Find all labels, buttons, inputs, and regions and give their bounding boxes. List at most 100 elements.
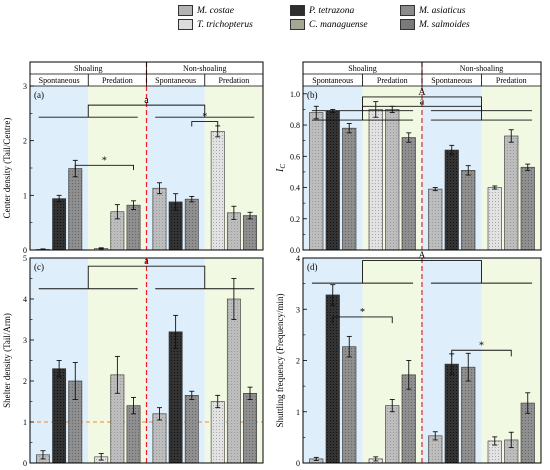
bar <box>325 110 340 251</box>
panel-label: (b) <box>307 90 318 100</box>
bar <box>226 298 241 464</box>
bar <box>504 135 519 251</box>
bar <box>401 137 416 251</box>
legend-item: M. asiaticus <box>400 5 465 16</box>
significance-label: a <box>144 256 149 267</box>
header-sub-label: Spontaneous <box>155 76 196 85</box>
y-tick-label: 2 <box>296 357 300 366</box>
header-sub-label: Predation <box>219 76 250 85</box>
header-sub-label: Spontaneous <box>39 76 80 85</box>
chart-panel: a * * Shoaling Non-shoaling Spontaneous Predat… <box>2 61 264 255</box>
y-axis-label: Shuttling frequency (Frequency/min) <box>275 294 285 428</box>
y-tick-label: 1.0 <box>290 90 300 99</box>
significance-bracket <box>87 104 206 118</box>
significance-bracket <box>74 164 134 171</box>
legend-item: T. trichopterus <box>178 19 253 30</box>
bar <box>461 366 476 464</box>
header-sub-label: Spontaneous <box>431 76 472 85</box>
bar <box>385 405 400 464</box>
significance-bracket <box>362 96 482 111</box>
y-tick-label: 0 <box>23 246 27 255</box>
legend-label: P. tetrazona <box>309 5 355 16</box>
header-sub-label: Predation <box>377 76 408 85</box>
bar <box>52 368 67 464</box>
bar <box>428 188 443 251</box>
panel-label: (a) <box>34 90 44 100</box>
y-tick-label: 0.6 <box>290 152 300 161</box>
legend-label: M. costae <box>197 5 234 16</box>
legend-label: M. salmoides <box>419 19 470 30</box>
y-tick-label: 0.4 <box>290 184 300 193</box>
significance-bracket <box>332 316 393 324</box>
legend-label: C. managuense <box>309 19 368 30</box>
legend: M. costae P. tetrazona M. asiaticus T. t… <box>0 0 550 36</box>
significance-label: * <box>202 112 207 123</box>
header-sub-label: Predation <box>496 76 527 85</box>
header-sub-label: Predation <box>102 76 133 85</box>
bar <box>309 112 324 251</box>
y-tick-label: 2 <box>23 377 27 386</box>
bar <box>487 187 502 251</box>
chart-panel: a 0 1 2 3 4 5 (c) Shelter density (Tail/Arm) <box>2 254 264 468</box>
significance-label: a <box>420 96 425 107</box>
header-sub-label: Spontaneous <box>312 76 353 85</box>
bar <box>385 109 400 251</box>
panel-label: (c) <box>34 262 44 272</box>
legend-item: M. costae <box>178 5 234 16</box>
legend-label: T. trichopterus <box>197 19 253 30</box>
bar <box>342 346 357 464</box>
significance-label: A <box>418 87 426 98</box>
bar <box>444 149 459 251</box>
bar <box>210 401 225 464</box>
y-tick-label: 0 <box>296 459 300 468</box>
legend-swatch <box>400 5 415 16</box>
bar <box>342 127 357 251</box>
chart-panel: A * * 0 1 2 3 4 (d) Shuttling frequency (Frequenc… <box>275 251 542 468</box>
bar <box>168 331 183 464</box>
y-tick-label: 4 <box>23 295 27 304</box>
significance-bracket <box>87 265 206 289</box>
y-tick-label: 3 <box>23 336 27 345</box>
bar <box>126 204 141 251</box>
bar <box>461 170 476 251</box>
bar <box>52 198 67 251</box>
header-top-label: Non-shoaling <box>460 64 504 73</box>
y-tick-label: 3 <box>23 82 27 91</box>
y-tick-label: 0 <box>23 459 27 468</box>
legend-swatch <box>178 19 193 30</box>
legend-swatch <box>400 19 415 30</box>
y-tick-label: 0.0 <box>290 246 300 255</box>
legend-swatch <box>290 5 305 16</box>
bar <box>368 109 383 251</box>
legend-swatch <box>290 19 305 30</box>
chart-panel: Aa Shoaling Non-shoaling Spontaneous Predati… <box>275 61 542 255</box>
bar <box>243 392 257 464</box>
y-tick-label: 2 <box>23 137 27 146</box>
significance-label: a <box>144 95 149 106</box>
y-tick-label: 0.2 <box>290 215 300 224</box>
panel-label: (d) <box>307 262 318 272</box>
header-top-label: Shoaling <box>74 64 102 73</box>
bar <box>152 413 167 464</box>
significance-label: * <box>360 307 365 318</box>
legend-item: M. salmoides <box>400 19 470 30</box>
y-tick-label: 5 <box>23 254 27 263</box>
bar <box>184 395 199 464</box>
y-tick-label: 1 <box>296 408 300 417</box>
y-tick-label: 1 <box>23 191 27 200</box>
bar <box>210 131 225 251</box>
significance-bracket <box>451 349 512 357</box>
legend-swatch <box>178 5 193 16</box>
legend-label: M. asiaticus <box>419 5 466 16</box>
y-tick-label: 4 <box>296 254 300 263</box>
bar <box>243 215 257 251</box>
header-top-label: Non-shoaling <box>183 64 227 73</box>
bar <box>152 187 167 251</box>
significance-label: * <box>102 155 107 166</box>
header-top-label: Shoaling <box>348 64 376 73</box>
significance-bracket <box>362 260 482 284</box>
y-tick-label: 0.8 <box>290 121 300 130</box>
y-axis-label: Shelter density (Tail/Arm) <box>2 313 12 408</box>
y-axis-label: Center density (Tail/Centre) <box>2 118 12 219</box>
